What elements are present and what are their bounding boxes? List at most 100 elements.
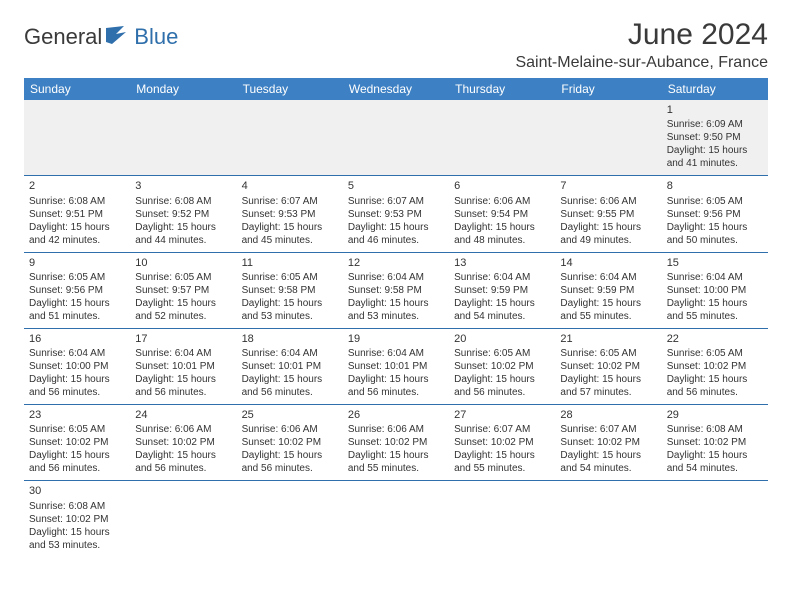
- sunset-text: Sunset: 10:02 PM: [348, 436, 444, 449]
- day-number: 14: [560, 256, 656, 270]
- day-header: Wednesday: [343, 78, 449, 100]
- calendar-day: 26Sunrise: 6:06 AMSunset: 10:02 PMDaylig…: [343, 405, 449, 481]
- day-number: 8: [667, 179, 763, 193]
- day-header: Tuesday: [237, 78, 343, 100]
- sunset-text: Sunset: 10:02 PM: [667, 436, 763, 449]
- sunset-text: Sunset: 10:02 PM: [560, 436, 656, 449]
- day-number: 30: [29, 484, 125, 498]
- sunrise-text: Sunrise: 6:04 AM: [348, 347, 444, 360]
- daylight-text: Daylight: 15 hours and 51 minutes.: [29, 297, 125, 323]
- sunrise-text: Sunrise: 6:04 AM: [348, 271, 444, 284]
- calendar-day-empty: [24, 100, 130, 176]
- sunrise-text: Sunrise: 6:06 AM: [560, 195, 656, 208]
- calendar-header-row: SundayMondayTuesdayWednesdayThursdayFrid…: [24, 78, 768, 100]
- sunrise-text: Sunrise: 6:05 AM: [135, 271, 231, 284]
- calendar-day: 21Sunrise: 6:05 AMSunset: 10:02 PMDaylig…: [555, 328, 661, 404]
- flag-icon: [106, 26, 132, 49]
- daylight-text: Daylight: 15 hours and 56 minutes.: [454, 373, 550, 399]
- sunrise-text: Sunrise: 6:04 AM: [560, 271, 656, 284]
- sunset-text: Sunset: 10:02 PM: [454, 360, 550, 373]
- sunset-text: Sunset: 9:53 PM: [348, 208, 444, 221]
- daylight-text: Daylight: 15 hours and 56 minutes.: [29, 449, 125, 475]
- calendar-day: 15Sunrise: 6:04 AMSunset: 10:00 PMDaylig…: [662, 252, 768, 328]
- calendar-day: 11Sunrise: 6:05 AMSunset: 9:58 PMDayligh…: [237, 252, 343, 328]
- sunrise-text: Sunrise: 6:07 AM: [454, 423, 550, 436]
- sunset-text: Sunset: 10:02 PM: [135, 436, 231, 449]
- sunrise-text: Sunrise: 6:08 AM: [29, 195, 125, 208]
- day-number: 19: [348, 332, 444, 346]
- sunset-text: Sunset: 9:58 PM: [242, 284, 338, 297]
- sunrise-text: Sunrise: 6:08 AM: [667, 423, 763, 436]
- day-number: 21: [560, 332, 656, 346]
- calendar-week: 1Sunrise: 6:09 AMSunset: 9:50 PMDaylight…: [24, 100, 768, 176]
- daylight-text: Daylight: 15 hours and 49 minutes.: [560, 221, 656, 247]
- day-number: 20: [454, 332, 550, 346]
- logo-text-dark: General: [24, 24, 102, 50]
- daylight-text: Daylight: 15 hours and 56 minutes.: [667, 373, 763, 399]
- calendar-body: 1Sunrise: 6:09 AMSunset: 9:50 PMDaylight…: [24, 100, 768, 557]
- calendar-day: 29Sunrise: 6:08 AMSunset: 10:02 PMDaylig…: [662, 405, 768, 481]
- sunrise-text: Sunrise: 6:05 AM: [667, 347, 763, 360]
- daylight-text: Daylight: 15 hours and 56 minutes.: [135, 449, 231, 475]
- calendar-day-empty: [449, 481, 555, 557]
- sunrise-text: Sunrise: 6:05 AM: [454, 347, 550, 360]
- calendar-day: 19Sunrise: 6:04 AMSunset: 10:01 PMDaylig…: [343, 328, 449, 404]
- daylight-text: Daylight: 15 hours and 54 minutes.: [454, 297, 550, 323]
- day-number: 24: [135, 408, 231, 422]
- sunrise-text: Sunrise: 6:07 AM: [348, 195, 444, 208]
- day-number: 1: [667, 103, 763, 117]
- sunrise-text: Sunrise: 6:04 AM: [135, 347, 231, 360]
- calendar-day: 9Sunrise: 6:05 AMSunset: 9:56 PMDaylight…: [24, 252, 130, 328]
- sunrise-text: Sunrise: 6:04 AM: [242, 347, 338, 360]
- calendar-day: 23Sunrise: 6:05 AMSunset: 10:02 PMDaylig…: [24, 405, 130, 481]
- calendar-day: 22Sunrise: 6:05 AMSunset: 10:02 PMDaylig…: [662, 328, 768, 404]
- daylight-text: Daylight: 15 hours and 56 minutes.: [135, 373, 231, 399]
- daylight-text: Daylight: 15 hours and 55 minutes.: [560, 297, 656, 323]
- calendar-day: 25Sunrise: 6:06 AMSunset: 10:02 PMDaylig…: [237, 405, 343, 481]
- daylight-text: Daylight: 15 hours and 41 minutes.: [667, 144, 763, 170]
- daylight-text: Daylight: 15 hours and 42 minutes.: [29, 221, 125, 247]
- calendar-week: 2Sunrise: 6:08 AMSunset: 9:51 PMDaylight…: [24, 176, 768, 252]
- calendar-day-empty: [449, 100, 555, 176]
- sunrise-text: Sunrise: 6:04 AM: [29, 347, 125, 360]
- calendar-day-empty: [237, 100, 343, 176]
- daylight-text: Daylight: 15 hours and 54 minutes.: [560, 449, 656, 475]
- logo-text-blue: Blue: [134, 24, 178, 50]
- daylight-text: Daylight: 15 hours and 56 minutes.: [242, 373, 338, 399]
- sunset-text: Sunset: 9:54 PM: [454, 208, 550, 221]
- day-header: Monday: [130, 78, 236, 100]
- day-number: 25: [242, 408, 338, 422]
- daylight-text: Daylight: 15 hours and 53 minutes.: [29, 526, 125, 552]
- month-title: June 2024: [515, 18, 768, 52]
- sunset-text: Sunset: 10:01 PM: [348, 360, 444, 373]
- sunrise-text: Sunrise: 6:05 AM: [560, 347, 656, 360]
- calendar-day: 1Sunrise: 6:09 AMSunset: 9:50 PMDaylight…: [662, 100, 768, 176]
- day-number: 10: [135, 256, 231, 270]
- sunrise-text: Sunrise: 6:08 AM: [135, 195, 231, 208]
- sunset-text: Sunset: 9:59 PM: [454, 284, 550, 297]
- calendar-day: 20Sunrise: 6:05 AMSunset: 10:02 PMDaylig…: [449, 328, 555, 404]
- sunrise-text: Sunrise: 6:05 AM: [667, 195, 763, 208]
- day-number: 16: [29, 332, 125, 346]
- daylight-text: Daylight: 15 hours and 54 minutes.: [667, 449, 763, 475]
- day-number: 26: [348, 408, 444, 422]
- daylight-text: Daylight: 15 hours and 53 minutes.: [348, 297, 444, 323]
- daylight-text: Daylight: 15 hours and 56 minutes.: [348, 373, 444, 399]
- sunset-text: Sunset: 10:01 PM: [135, 360, 231, 373]
- day-number: 7: [560, 179, 656, 193]
- calendar-day: 12Sunrise: 6:04 AMSunset: 9:58 PMDayligh…: [343, 252, 449, 328]
- calendar-day: 30Sunrise: 6:08 AMSunset: 10:02 PMDaylig…: [24, 481, 130, 557]
- calendar-day: 3Sunrise: 6:08 AMSunset: 9:52 PMDaylight…: [130, 176, 236, 252]
- sunset-text: Sunset: 10:02 PM: [242, 436, 338, 449]
- sunset-text: Sunset: 10:02 PM: [29, 436, 125, 449]
- sunset-text: Sunset: 9:57 PM: [135, 284, 231, 297]
- sunset-text: Sunset: 9:53 PM: [242, 208, 338, 221]
- calendar-day: 27Sunrise: 6:07 AMSunset: 10:02 PMDaylig…: [449, 405, 555, 481]
- calendar-day: 5Sunrise: 6:07 AMSunset: 9:53 PMDaylight…: [343, 176, 449, 252]
- calendar-day: 14Sunrise: 6:04 AMSunset: 9:59 PMDayligh…: [555, 252, 661, 328]
- calendar-day-empty: [662, 481, 768, 557]
- sunrise-text: Sunrise: 6:08 AM: [29, 500, 125, 513]
- sunrise-text: Sunrise: 6:07 AM: [242, 195, 338, 208]
- day-number: 22: [667, 332, 763, 346]
- calendar-day-empty: [555, 481, 661, 557]
